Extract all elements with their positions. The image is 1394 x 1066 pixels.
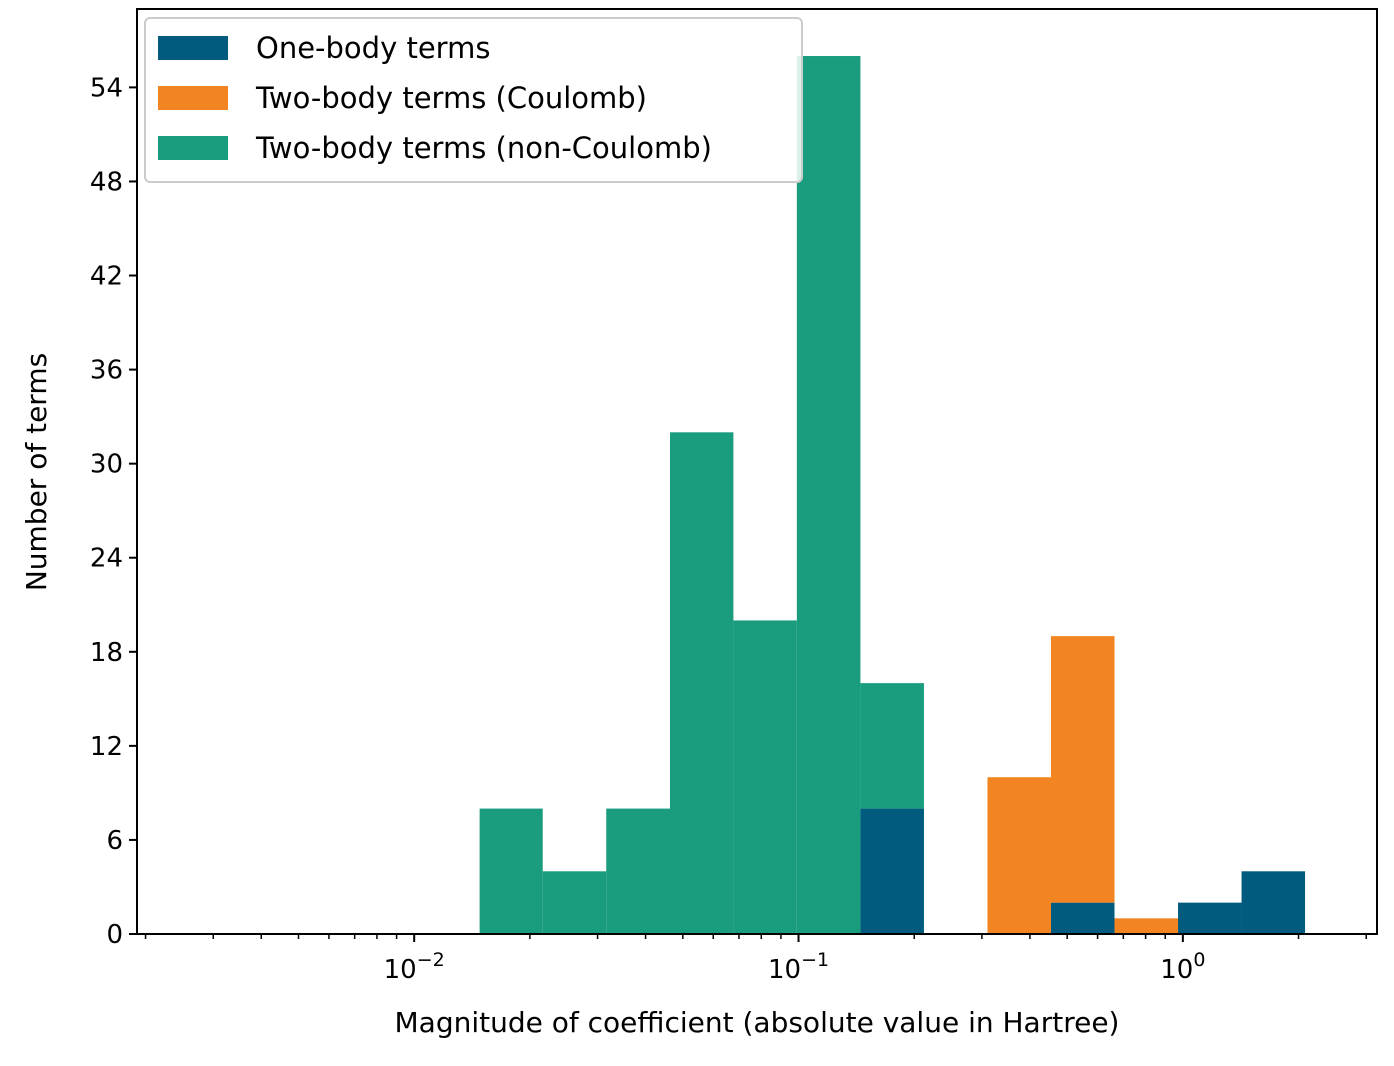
bar-series0-bin12 — [1241, 871, 1306, 934]
x-tick-label: 10−1 — [768, 949, 829, 985]
legend-label-two-body-coulomb: Two-body terms (Coulomb) — [255, 81, 647, 115]
legend-frame — [144, 17, 803, 183]
bars-layer — [479, 56, 1306, 934]
y-tick-label: 0 — [106, 920, 123, 950]
bar-series1-bin9 — [1050, 636, 1115, 903]
legend: One-body terms Two-body terms (Coulomb) … — [144, 17, 803, 183]
y-tick-label: 48 — [90, 167, 123, 197]
bar-series2-bin5 — [796, 56, 861, 934]
y-tick-label: 12 — [90, 732, 123, 762]
bar-series0-bin9 — [1050, 902, 1115, 934]
y-tick-label: 36 — [90, 356, 123, 386]
y-tick-label: 42 — [90, 262, 123, 292]
x-axis-label: Magnitude of coefficient (absolute value… — [395, 1006, 1120, 1039]
legend-swatch-two-body-non-coulomb — [158, 136, 228, 160]
legend-label-one-body: One-body terms — [256, 31, 490, 65]
legend-swatch-two-body-coulomb — [158, 86, 228, 110]
x-tick-label: 10−2 — [384, 949, 445, 985]
legend-swatch-one-body — [158, 36, 228, 60]
y-tick-label: 6 — [106, 826, 123, 856]
bar-series2-bin2 — [606, 808, 670, 934]
bar-series2-bin4 — [733, 620, 797, 934]
bar-series1-bin10 — [1114, 918, 1179, 934]
bar-series2-bin0 — [479, 808, 543, 934]
bar-series2-bin3 — [670, 432, 734, 934]
bar-series0-bin11 — [1178, 902, 1242, 934]
legend-label-two-body-non-coulomb: Two-body terms (non-Coulomb) — [255, 131, 712, 165]
y-tick-label: 18 — [90, 638, 123, 668]
bar-series1-bin8 — [987, 777, 1051, 934]
plot-frame — [136, 8, 1378, 935]
bar-series2-bin6 — [860, 683, 924, 809]
y-ticks: 0 6 12 18 24 30 36 42 48 54 — [90, 73, 137, 950]
x-tick-label: 100 — [1160, 949, 1205, 985]
y-tick-label: 30 — [90, 450, 123, 480]
bar-series0-bin6 — [860, 808, 924, 934]
y-axis-label: Number of terms — [20, 353, 53, 591]
y-tick-label: 24 — [90, 544, 123, 574]
bar-series2-bin1 — [542, 871, 607, 934]
y-tick-label: 54 — [90, 73, 123, 103]
